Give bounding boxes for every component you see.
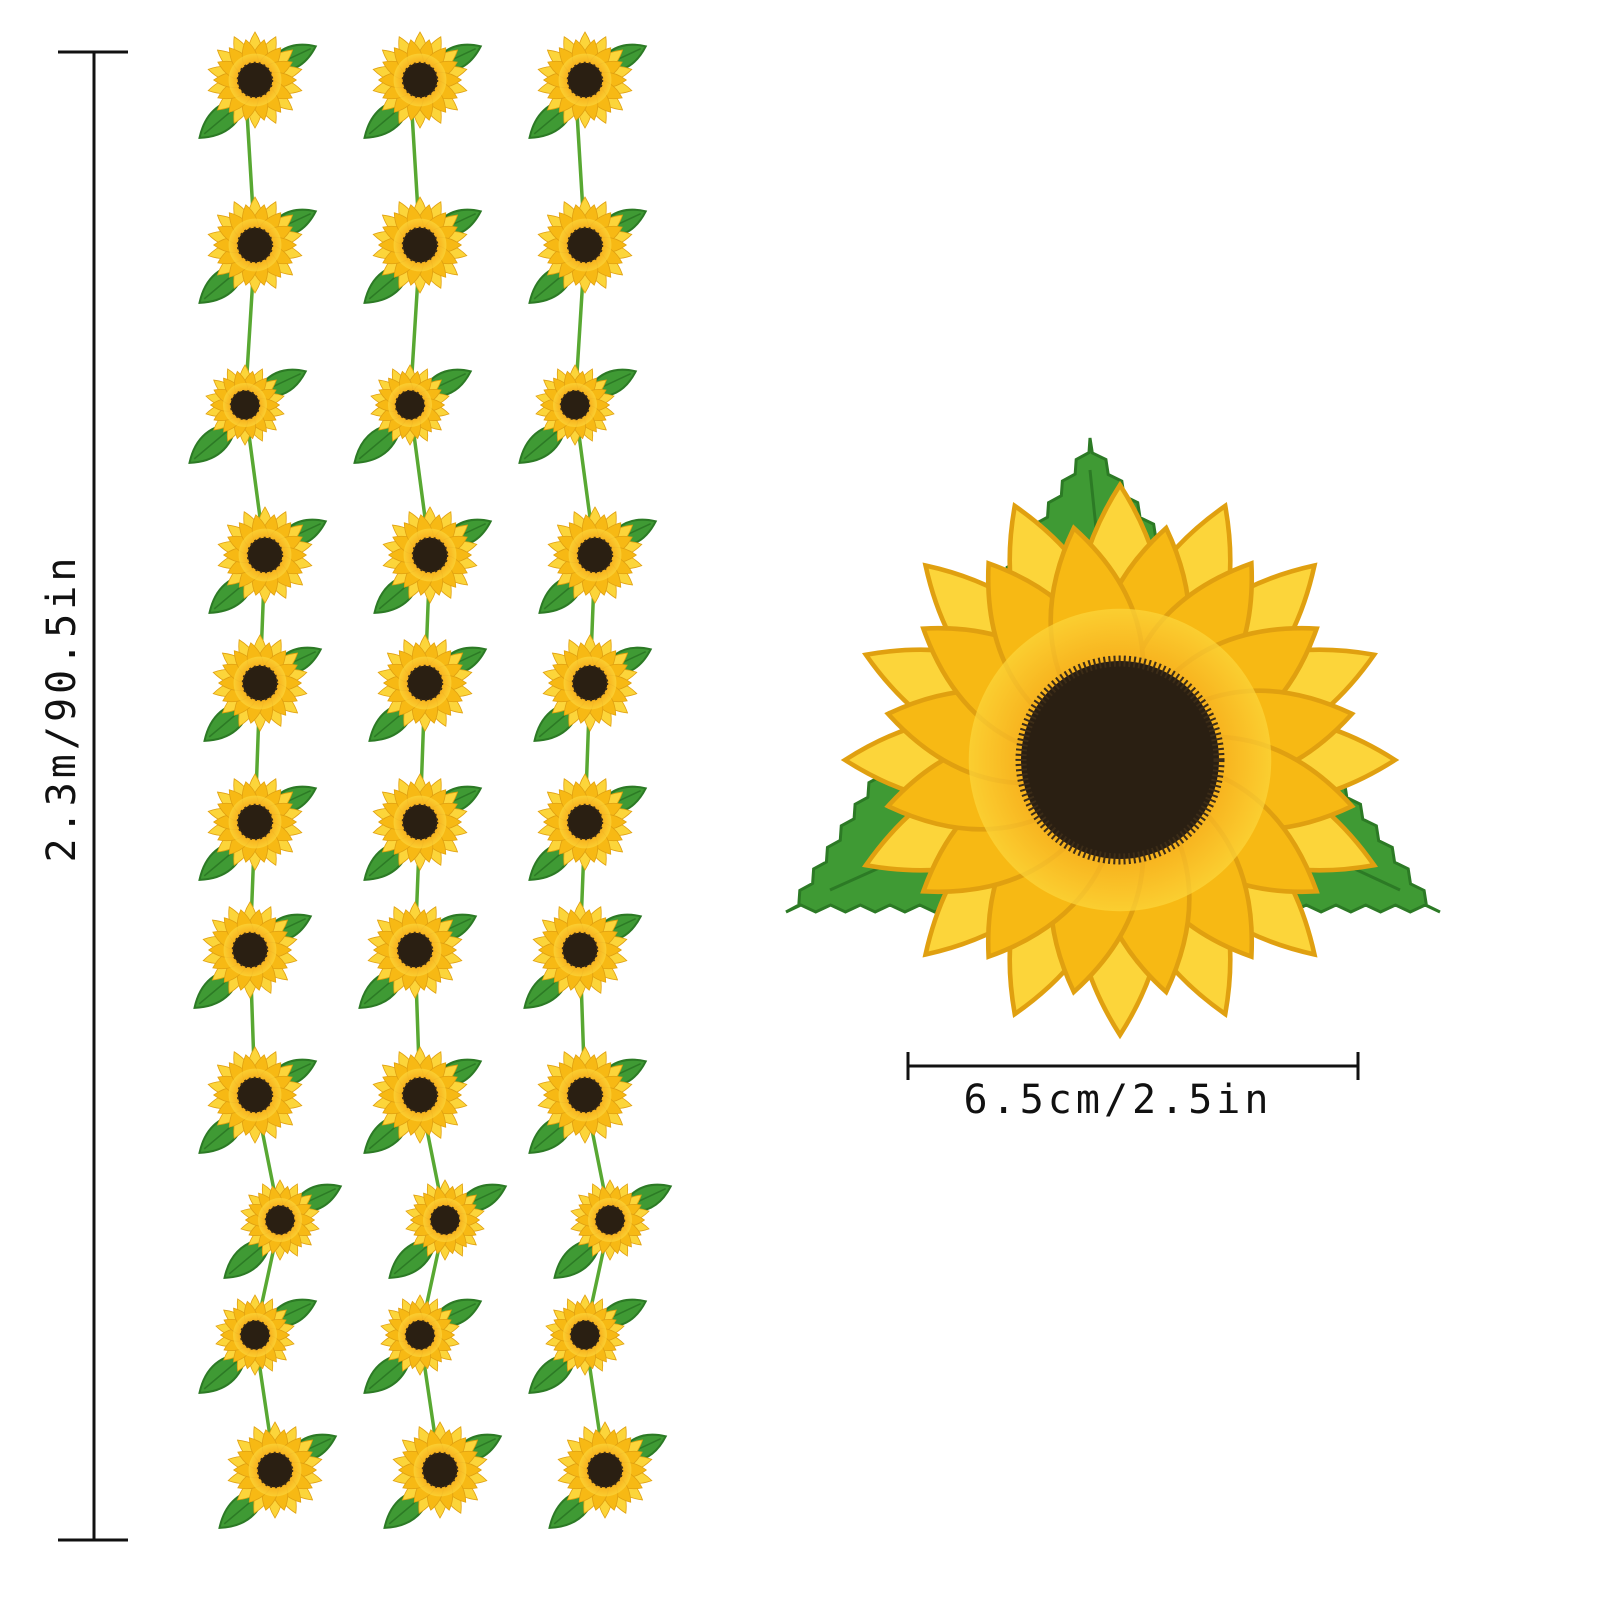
sunflower-icon <box>215 1294 295 1376</box>
sunflower-icon <box>207 773 303 871</box>
sunflower-icon <box>207 196 303 294</box>
width-dimension-label: 6.5cm/2.5in <box>963 1077 1273 1123</box>
sunflower-icon <box>217 506 313 604</box>
sunflower-icon <box>372 1046 468 1144</box>
sunflower-icon <box>545 1294 625 1376</box>
sunflower-icon <box>212 634 308 732</box>
sunflower-icon <box>377 634 473 732</box>
garland-strand <box>518 31 673 1529</box>
sunflower-icon <box>207 1046 303 1144</box>
sunflower-icon <box>537 196 633 294</box>
height-dimension-label: 2.3m/90.5in <box>39 553 85 863</box>
sunflower-icon <box>382 506 478 604</box>
height-dimension-bar <box>58 50 128 1542</box>
sunflower-icon <box>542 634 638 732</box>
sunflower-icon <box>372 196 468 294</box>
sunflower-icon <box>372 773 468 871</box>
sunflower-icon <box>405 1179 485 1261</box>
sunflower-icon <box>380 1294 460 1376</box>
sunflower-icon <box>532 901 628 999</box>
sunflower-icon <box>570 1179 650 1261</box>
width-dimension-bar <box>906 1052 1360 1080</box>
garland-strands <box>188 31 673 1529</box>
sunflower-icon <box>392 1421 488 1519</box>
sunflower-icon <box>537 773 633 871</box>
sunflower-icon <box>537 1046 633 1144</box>
sunflower-icon <box>557 1421 653 1519</box>
garland-strand <box>188 31 343 1529</box>
sunflower-icon <box>205 364 285 446</box>
sunflower-closeup <box>785 437 1441 1040</box>
garland-strand <box>353 31 508 1529</box>
sunflower-icon <box>547 506 643 604</box>
sunflower-icon <box>372 31 468 129</box>
sunflower-icon <box>227 1421 323 1519</box>
sunflower-icon <box>240 1179 320 1261</box>
sunflower-icon <box>535 364 615 446</box>
sunflower-icon <box>370 364 450 446</box>
sunflower-closeup-bloom <box>840 480 1400 1040</box>
sunflower-icon <box>537 31 633 129</box>
sunflower-icon <box>202 901 298 999</box>
sunflower-icon <box>207 31 303 129</box>
sunflower-icon <box>367 901 463 999</box>
